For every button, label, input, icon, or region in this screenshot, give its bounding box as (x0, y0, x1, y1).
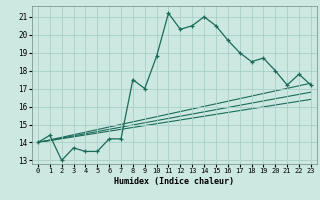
X-axis label: Humidex (Indice chaleur): Humidex (Indice chaleur) (115, 177, 234, 186)
